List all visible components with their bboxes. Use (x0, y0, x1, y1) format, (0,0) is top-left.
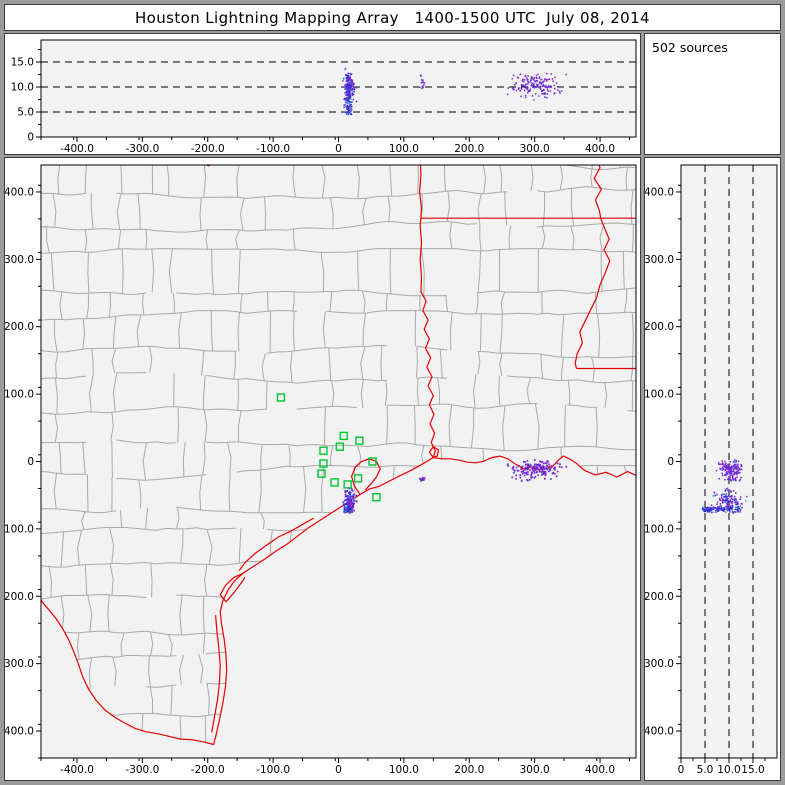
svg-text:-300.0: -300.0 (5, 658, 34, 670)
svg-text:5.0: 5.0 (697, 764, 714, 776)
svg-text:10.0: 10.0 (717, 764, 740, 776)
svg-text:400.0: 400.0 (585, 764, 615, 776)
svg-text:400.0: 400.0 (645, 186, 674, 198)
title-bar: Houston Lightning Mapping Array 1400-150… (4, 4, 781, 31)
svg-text:-300.0: -300.0 (125, 143, 159, 154)
svg-text:10.0: 10.0 (11, 82, 34, 94)
ew-altitude-axis: 0 5.0 10.0 15.0 (11, 49, 41, 144)
map-y-axis: -400.0 -300.0 -200.0 -100.0 0 100.0 200.0 300.0… (5, 184, 41, 759)
svg-text:-100.0: -100.0 (5, 523, 34, 535)
lma-station-marker (368, 457, 377, 466)
sources-count-panel: 502 sources (644, 33, 781, 155)
svg-text:0: 0 (335, 764, 342, 776)
laguna-madre (211, 615, 221, 733)
lma-station-marker (317, 469, 326, 478)
svg-text:100.0: 100.0 (389, 143, 419, 154)
lma-station-marker (343, 480, 352, 489)
mississippi-river-border (574, 165, 611, 369)
ns-altitude-axis: 0 5.0 10.0 15.0 (678, 758, 766, 776)
svg-text:0: 0 (27, 456, 34, 468)
sources-count-label: 502 sources (652, 40, 728, 55)
svg-text:100.0: 100.0 (645, 389, 674, 401)
lma-station-marker (335, 442, 345, 451)
sabine-lake (428, 445, 440, 459)
svg-text:100.0: 100.0 (389, 764, 419, 776)
lma-stations (276, 393, 381, 502)
svg-text:-300.0: -300.0 (645, 658, 674, 670)
svg-text:-400.0: -400.0 (60, 764, 94, 776)
lma-station-marker (319, 446, 328, 455)
svg-text:300.0: 300.0 (520, 764, 550, 776)
svg-text:-200.0: -200.0 (645, 591, 674, 603)
svg-text:300.0: 300.0 (5, 254, 34, 266)
svg-text:200.0: 200.0 (5, 321, 34, 333)
svg-text:0: 0 (27, 132, 34, 144)
map-x-axis: -400.0 -300.0 -200.0 -100.0 0 100.0 200.0 300.0… (40, 758, 630, 776)
svg-text:400.0: 400.0 (5, 186, 34, 198)
svg-text:15.0: 15.0 (11, 57, 34, 69)
svg-text:400.0: 400.0 (585, 143, 615, 154)
svg-text:-100.0: -100.0 (256, 764, 290, 776)
svg-text:-200.0: -200.0 (191, 143, 225, 154)
gulf-water (41, 456, 636, 758)
svg-text:300.0: 300.0 (645, 254, 674, 266)
svg-text:-100.0: -100.0 (256, 143, 290, 154)
svg-text:200.0: 200.0 (645, 321, 674, 333)
svg-text:0: 0 (335, 143, 342, 154)
altitude-vs-eastwest-panel: -400.0 -300.0 -200.0 -100.0 0 100.0 200.0 300.0… (4, 33, 641, 155)
svg-text:200.0: 200.0 (454, 764, 484, 776)
lma-station-marker (339, 431, 348, 441)
lma-station-marker (319, 459, 328, 468)
svg-text:15.0: 15.0 (741, 764, 764, 776)
plan-view-map-plot: -400.0 -300.0 -200.0 -100.0 0 100.0 200.0 300.0… (5, 164, 637, 776)
altitude-vs-eastwest-plot: -400.0 -300.0 -200.0 -100.0 0 100.0 200.0 300.0… (11, 39, 637, 154)
matagorda-lagoon (238, 517, 314, 572)
svg-text:-200.0: -200.0 (191, 764, 225, 776)
altitude-gridlines-vertical (704, 165, 754, 758)
svg-text:5.0: 5.0 (17, 107, 34, 119)
lma-station-marker (330, 478, 339, 487)
corpus-aransas-bays (219, 572, 246, 603)
svg-text:300.0: 300.0 (520, 143, 550, 154)
svg-text:100.0: 100.0 (5, 389, 34, 401)
lightning-sources-ew (342, 67, 567, 116)
altitude-gridlines (41, 61, 636, 113)
gulf-coast-rio-grande (41, 455, 636, 746)
northsouth-vs-altitude-panel: 0 5.010.015.0 -400.0 -300.0 -200.0 -100.0 0 100… (644, 157, 781, 781)
svg-text:200.0: 200.0 (454, 143, 484, 154)
svg-text:-400.0: -400.0 (645, 726, 674, 738)
northsouth-vs-altitude-plot: 0 5.010.015.0 -400.0 -300.0 -200.0 -100.0 0 100… (645, 164, 778, 776)
svg-text:-200.0: -200.0 (5, 591, 34, 603)
plan-view-map-panel: -400.0 -300.0 -200.0 -100.0 0 100.0 200.0 300.0… (4, 157, 641, 781)
lma-station-marker (355, 436, 364, 445)
svg-text:-300.0: -300.0 (125, 764, 159, 776)
lightning-sources-map (342, 459, 568, 514)
page-title: Houston Lightning Mapping Array 1400-150… (134, 8, 650, 27)
lma-station-marker (353, 474, 363, 483)
svg-text:-100.0: -100.0 (645, 523, 674, 535)
svg-text:0: 0 (667, 456, 674, 468)
svg-text:-400.0: -400.0 (60, 143, 94, 154)
lightning-sources-ns (701, 459, 748, 514)
ew-x-axis: -400.0 -300.0 -200.0 -100.0 0 100.0 200.0 300.0… (40, 137, 630, 154)
lma-station-marker (276, 393, 286, 402)
svg-text:-400.0: -400.0 (5, 726, 34, 738)
lma-station-marker (372, 493, 381, 502)
tx-arkansas-sabine-border (418, 165, 436, 458)
svg-text:0: 0 (678, 764, 685, 776)
ns-y-axis: -400.0 -300.0 -200.0 -100.0 0 100.0 200.0 300.0… (645, 184, 681, 759)
